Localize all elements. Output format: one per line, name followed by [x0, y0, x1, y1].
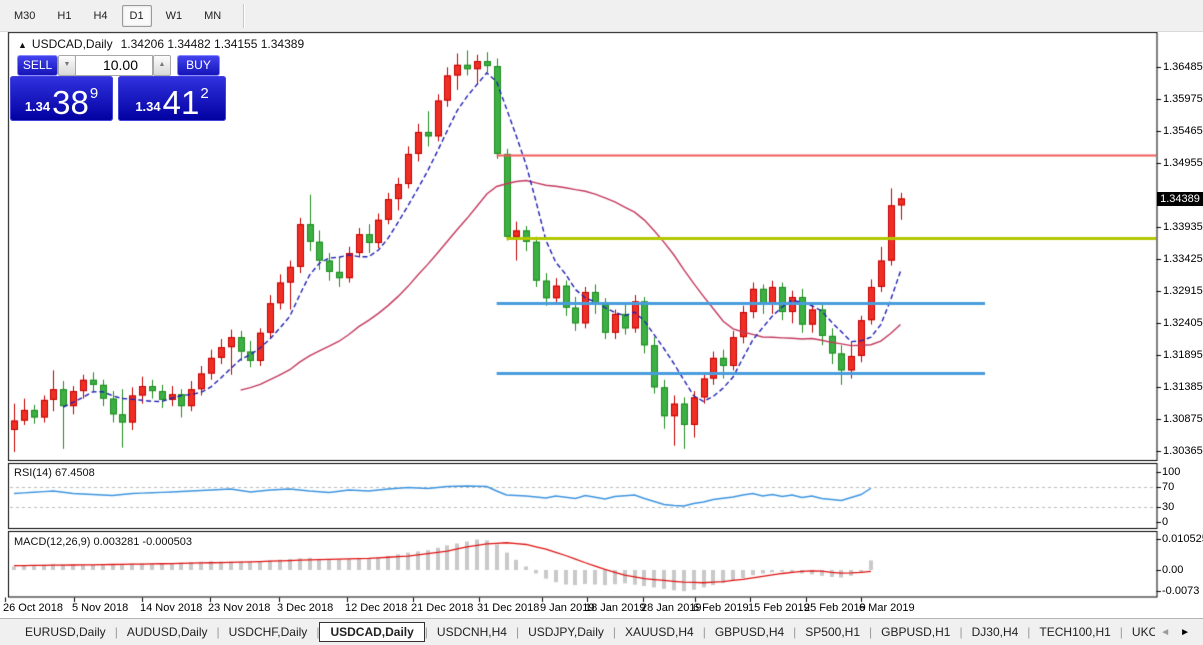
- date-axis-label: 12 Dec 2018: [345, 602, 408, 614]
- tab-separator: |: [869, 625, 873, 639]
- tab-usdcad-daily[interactable]: USDCAD,Daily: [319, 622, 425, 642]
- macd-axis-label: 0.010525: [1162, 533, 1203, 546]
- tab-separator: |: [114, 625, 118, 639]
- timeframe-h1[interactable]: H1: [57, 9, 72, 22]
- rsi-axis-label: 70: [1162, 481, 1175, 493]
- chart-title-bar: ▲ USDCAD,Daily 1.34206 1.34482 1.34155 1.3…: [18, 37, 304, 51]
- current-price-badge: 1.34389: [1157, 191, 1203, 206]
- tab-separator: |: [515, 625, 520, 639]
- tab-usdchf-daily[interactable]: USDCHF,Daily: [228, 625, 308, 639]
- buy-button[interactable]: BUY: [177, 55, 220, 76]
- macd-axis-label: 0.00: [1162, 564, 1184, 576]
- collapse-triangle-icon: ▲: [18, 40, 27, 50]
- tab-separator: |: [1119, 625, 1123, 639]
- tab-sp500-h1[interactable]: SP500,H1: [805, 625, 860, 639]
- macd-axis-label: -0.0073: [1162, 585, 1200, 598]
- symbol-tab-bar: EURUSD,Daily | AUDUSD,Daily | USDCHF,Daily | U…: [0, 618, 1203, 645]
- date-axis-label: 21 Dec 2018: [411, 602, 474, 614]
- tab-scroll-left-icon[interactable]: ◄: [1160, 626, 1171, 638]
- date-axis-label: 5 Nov 2018: [72, 602, 129, 614]
- date-axis-label: 6 Feb 2019: [693, 602, 749, 614]
- tab-usdjpy-daily[interactable]: USDJPY,Daily: [528, 625, 604, 639]
- tab-dj30-h4[interactable]: DJ30,H4: [971, 625, 1019, 639]
- sell-price-small: 1.34: [24, 99, 51, 114]
- tab-eurusd-daily[interactable]: EURUSD,Daily: [25, 625, 106, 639]
- tab-gbpusd-h4[interactable]: GBPUSD,H4: [714, 625, 785, 639]
- tab-ukoil[interactable]: UKOil,: [1131, 625, 1156, 639]
- date-axis-label: 25 Feb 2019: [804, 602, 866, 614]
- date-axis-label: 26 Oct 2018: [3, 602, 63, 614]
- chart-symbol-title: USDCAD,Daily: [31, 37, 113, 51]
- tab-separator: |: [793, 625, 797, 639]
- volume-decrease-button[interactable]: ▼: [58, 55, 76, 76]
- tab-scroll-right-icon[interactable]: ►: [1180, 626, 1190, 638]
- macd-indicator-label: MACD(12,26,9) 0.003281 -0.000503: [14, 536, 192, 548]
- date-axis-label: 28 Jan 2019: [641, 602, 702, 614]
- sell-price-pip: 9: [89, 85, 99, 102]
- date-axis-label: 18 Jan 2019: [585, 602, 646, 614]
- tab-gbpusd-h1[interactable]: GBPUSD,H1: [881, 625, 951, 639]
- price-axis-label: 1.33425: [1163, 252, 1203, 265]
- date-axis-label: 3 Dec 2018: [277, 602, 334, 614]
- tab-separator: |: [424, 625, 428, 639]
- date-axis-label: 9 Jan 2019: [540, 602, 595, 614]
- tab-separator: |: [316, 625, 320, 639]
- date-axis-label: 31 Dec 2018: [477, 602, 540, 614]
- buy-price-box[interactable]: 1.34 41 2: [118, 76, 226, 121]
- rsi-axis-label: 0: [1162, 516, 1169, 528]
- date-axis-label: 14 Nov 2018: [140, 602, 203, 614]
- timeframe-m30[interactable]: M30: [14, 9, 36, 22]
- tab-usdcnh-h4[interactable]: USDCNH,H4: [436, 625, 507, 639]
- date-axis-label: 23 Nov 2018: [208, 602, 271, 614]
- volume-increase-button[interactable]: ▲: [153, 55, 171, 76]
- timeframe-d1[interactable]: D1: [121, 4, 152, 27]
- rsi-axis-label: 30: [1162, 501, 1175, 513]
- date-axis-label: 15 Feb 2019: [748, 602, 810, 614]
- price-axis-label: 1.36485: [1163, 60, 1203, 73]
- tab-tech100-h1[interactable]: TECH100,H1: [1039, 625, 1111, 639]
- sell-price-box[interactable]: 1.34 38 9: [10, 76, 113, 121]
- buy-price-pip: 2: [200, 85, 209, 102]
- buy-price-small: 1.34: [135, 99, 161, 114]
- date-axis-label: 6 Mar 2019: [859, 602, 915, 614]
- tab-separator: |: [702, 625, 706, 639]
- tab-separator: |: [612, 625, 616, 639]
- timeframe-h4[interactable]: H4: [93, 9, 108, 22]
- price-axis-label: 1.32405: [1163, 316, 1203, 329]
- sell-button[interactable]: SELL: [17, 55, 58, 76]
- rsi-axis-label: 100: [1162, 466, 1181, 478]
- tab-separator: |: [216, 625, 220, 639]
- tab-separator: |: [959, 625, 963, 639]
- timeframe-mn[interactable]: MN: [204, 9, 222, 22]
- timeframe-toolbar: M30 H1 H4 D1 W1 MN: [0, 0, 1203, 32]
- price-axis-label: 1.34955: [1163, 156, 1203, 169]
- price-axis-label: 1.31385: [1163, 380, 1203, 393]
- volume-input[interactable]: 10.00: [75, 55, 153, 76]
- rsi-indicator-label: RSI(14) 67.4508: [14, 467, 95, 479]
- price-axis-label: 1.32915: [1163, 284, 1203, 297]
- price-axis-label: 1.30365: [1163, 444, 1203, 457]
- price-axis-label: 1.35465: [1163, 124, 1203, 137]
- chart-ohlc-values: 1.34206 1.34482 1.34155 1.34389: [120, 37, 305, 51]
- timeframe-w1[interactable]: W1: [165, 9, 183, 22]
- price-axis-label: 1.35975: [1163, 92, 1203, 105]
- toolbar-separator: [243, 3, 246, 28]
- sell-price-big: 38: [52, 84, 89, 121]
- price-axis-label: 1.33935: [1163, 220, 1203, 233]
- price-axis-label: 1.30875: [1163, 412, 1203, 425]
- tab-separator: |: [1027, 625, 1031, 639]
- tab-audusd-daily[interactable]: AUDUSD,Daily: [126, 625, 208, 639]
- buy-price-big: 41: [162, 84, 200, 121]
- tab-xauusd-h4[interactable]: XAUUSD,H4: [625, 625, 694, 639]
- price-axis-label: 1.31895: [1163, 348, 1203, 361]
